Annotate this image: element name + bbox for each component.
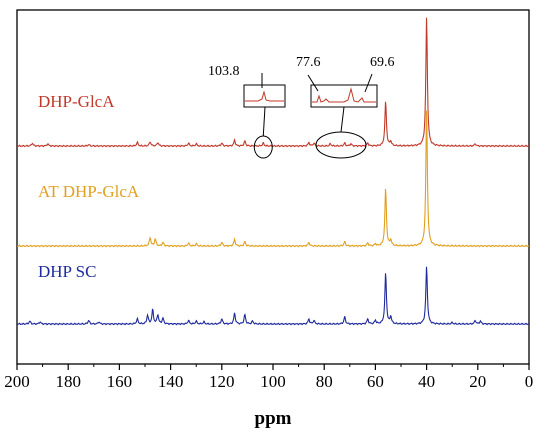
x-tick-label: 140 [158,372,184,391]
x-tick-label: 0 [525,372,534,391]
x-tick-label: 120 [209,372,235,391]
series-line-2 [17,110,529,248]
series-label-2: AT DHP-GlcA [38,182,140,201]
series-label-1: DHP-GlcA [38,92,115,111]
peak-ellipse-1 [253,135,273,159]
series-layer [17,17,529,326]
annotation-label-1: 103.8 [208,64,240,79]
annotation-label-3: 69.6 [370,55,395,70]
x-tick-label: 60 [367,372,384,391]
arrow-2 [307,74,319,92]
zoom-trace-1 [245,90,284,102]
annotations: 103.8 77.6 69.6 [208,55,395,159]
x-tick-label: 200 [4,372,30,391]
x-tick-label: 180 [55,372,81,391]
arrow-3 [364,73,373,93]
series-labels: DHP-GlcA AT DHP-GlcA DHP SC [38,92,140,281]
connector-1 [262,106,266,137]
connector-2 [340,106,345,133]
x-tick-label: 160 [107,372,133,391]
series-line-1 [17,17,529,148]
x-axis-title: ppm [255,408,292,429]
x-tick-label: 100 [260,372,286,391]
annotation-label-2: 77.6 [296,55,321,70]
x-axis: 200 180 160 140 120 100 80 60 40 20 0 [4,364,533,391]
series-label-3: DHP SC [38,262,96,281]
series-line-3 [17,266,529,326]
x-tick-label: 40 [418,372,435,391]
x-tick-label: 80 [316,372,333,391]
zoom-trace-2 [312,87,376,103]
zoom-box-2 [310,84,378,108]
x-tick-label: 20 [469,372,486,391]
